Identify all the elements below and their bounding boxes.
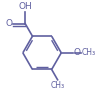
Text: O: O	[74, 48, 81, 57]
Text: O: O	[5, 19, 12, 28]
Text: CH₃: CH₃	[51, 81, 65, 90]
Text: CH₃: CH₃	[81, 48, 96, 57]
Text: OH: OH	[18, 2, 32, 11]
